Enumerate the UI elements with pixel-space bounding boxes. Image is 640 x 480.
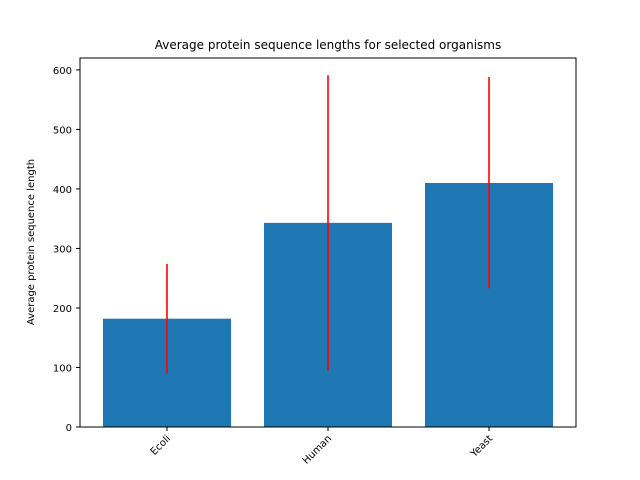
- y-tick-label: 300: [53, 244, 72, 255]
- chart-title: Average protein sequence lengths for sel…: [155, 38, 501, 52]
- y-tick-label: 0: [66, 423, 72, 434]
- plot-area: 0 100 200 300 400 500 600 Ecoli Human Yeast: [53, 57, 577, 467]
- x-tick-label-ecoli: Ecoli: [149, 433, 173, 457]
- y-tick-label: 400: [53, 185, 72, 196]
- y-tick-label: 100: [53, 363, 72, 374]
- y-tick-label: 500: [53, 125, 72, 136]
- y-axis-label: Average protein sequence length: [26, 159, 37, 325]
- y-tick-label: 200: [53, 304, 72, 315]
- y-tick-label: 600: [53, 66, 72, 77]
- x-tick-label-yeast: Yeast: [468, 433, 495, 460]
- x-tick-label-human: Human: [301, 433, 334, 466]
